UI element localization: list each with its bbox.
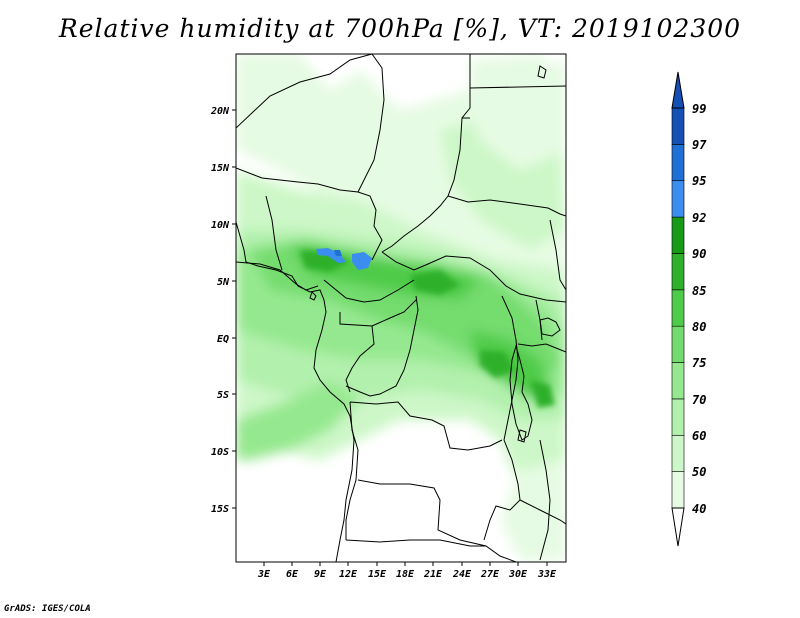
lon-tick-label: 30E xyxy=(508,569,528,580)
colorbar-label: 50 xyxy=(692,465,706,479)
colorbar-label: 90 xyxy=(692,247,706,261)
humidity-field xyxy=(236,54,566,562)
colorbar-low-arrow xyxy=(671,507,685,547)
lat-tick-label: 10S xyxy=(211,447,229,458)
colorbar-label: 75 xyxy=(692,356,706,370)
chart-title: Relative humidity at 700hPa [%], VT: 201… xyxy=(58,14,742,43)
colorbar-swatch xyxy=(671,325,685,363)
lon-tick-label: 12E xyxy=(339,569,358,580)
lat-tick-label: EQ xyxy=(217,334,229,345)
lat-tick-label: 15S xyxy=(211,504,229,515)
lat-tick-label: 10N xyxy=(211,220,230,231)
lon-tick-label: 15E xyxy=(368,569,387,580)
lon-tick-label: 27E xyxy=(480,569,500,580)
colorbar-label: 70 xyxy=(692,393,706,407)
colorbar-label: 95 xyxy=(692,174,706,188)
country-borders xyxy=(236,54,566,562)
colorbar-swatch xyxy=(671,107,685,145)
colorbar-swatch xyxy=(671,398,685,436)
lon-tick-label: 18E xyxy=(396,569,415,580)
lat-tick-label: 20N xyxy=(210,106,230,117)
lon-tick-label: 6E xyxy=(286,569,299,580)
saturation-spots xyxy=(316,248,372,270)
colorbar-high-arrow xyxy=(671,71,685,109)
plot-frame xyxy=(235,53,567,563)
colorbar-swatch xyxy=(671,434,685,472)
colorbar-swatch xyxy=(671,144,685,182)
lat-tick-label: 5S xyxy=(217,390,229,401)
colorbar-label: 99 xyxy=(692,102,706,116)
colorbar-swatch xyxy=(671,471,685,509)
lat-tick-label: 5N xyxy=(217,277,230,288)
coastlines xyxy=(236,65,561,562)
colorbar-label: 40 xyxy=(692,502,706,516)
colorbar-label: 80 xyxy=(692,320,706,334)
colorbar-label: 97 xyxy=(692,138,707,152)
colorbar: 99 97 95 92 90 85 80 75 70 60 50 40 xyxy=(671,71,707,547)
lon-tick-label: 33E xyxy=(537,569,557,580)
colorbar-swatch xyxy=(671,180,685,218)
lat-axis: 20N 15N 10N 5N EQ 5S 10S 15S xyxy=(210,106,236,515)
colorbar-swatch xyxy=(671,216,685,254)
lon-tick-label: 9E xyxy=(314,569,327,580)
lon-tick-label: 21E xyxy=(423,569,443,580)
lon-axis: 3E 6E 9E 12E 15E 18E 21E 24E 27E 30E 33E xyxy=(257,562,557,580)
colorbar-swatch xyxy=(671,289,685,327)
lon-tick-label: 3E xyxy=(257,569,271,580)
credit-text: GrADS: IGES/COLA xyxy=(4,604,91,614)
lon-tick-label: 24E xyxy=(452,569,472,580)
colorbar-swatch xyxy=(671,253,685,291)
colorbar-label: 60 xyxy=(692,429,706,443)
colorbar-label: 85 xyxy=(692,284,706,298)
colorbar-swatch xyxy=(671,362,685,400)
lat-tick-label: 15N xyxy=(211,163,230,174)
colorbar-label: 92 xyxy=(692,211,706,225)
